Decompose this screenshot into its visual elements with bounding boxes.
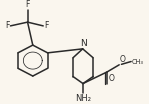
Text: F: F — [25, 1, 30, 9]
Text: N: N — [80, 39, 87, 48]
Text: O: O — [109, 74, 115, 83]
Text: F: F — [5, 21, 9, 30]
Text: CH₃: CH₃ — [132, 59, 144, 64]
Text: NH₂: NH₂ — [75, 94, 91, 103]
Text: O: O — [120, 55, 126, 64]
Text: F: F — [44, 21, 49, 30]
